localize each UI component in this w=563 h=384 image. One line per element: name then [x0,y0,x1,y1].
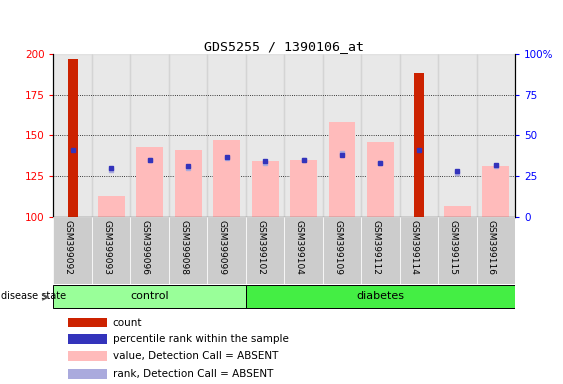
Bar [68,334,107,344]
Text: GSM399099: GSM399099 [218,220,226,275]
Text: GSM399096: GSM399096 [141,220,150,275]
Bar [482,166,510,217]
Text: diabetes: diabetes [356,291,404,301]
Title: GDS5255 / 1390106_at: GDS5255 / 1390106_at [204,40,364,53]
Bar [284,54,323,217]
Bar [207,54,246,217]
Bar [92,54,131,217]
Bar [131,54,169,217]
Bar [367,142,394,217]
Text: GSM399104: GSM399104 [294,220,303,275]
Text: GSM399109: GSM399109 [333,220,342,275]
Bar [246,285,515,308]
Bar [68,59,78,217]
Bar [92,217,131,284]
Bar [213,140,240,217]
Bar [175,150,202,217]
Bar [477,54,515,217]
Bar [323,217,361,284]
Text: disease state: disease state [1,291,66,301]
Bar [131,217,169,284]
Bar [252,162,279,217]
Bar [53,285,246,308]
Text: percentile rank within the sample: percentile rank within the sample [113,334,288,344]
Bar [246,54,284,217]
Bar [169,217,207,284]
Bar [361,54,400,217]
Bar [400,217,438,284]
Bar [400,54,438,217]
Text: GSM399092: GSM399092 [64,220,73,275]
Text: GSM399115: GSM399115 [449,220,457,275]
Bar [414,73,424,217]
Text: GSM399112: GSM399112 [372,220,381,275]
Bar [284,217,323,284]
Bar [53,217,92,284]
Text: control: control [131,291,169,301]
Text: GSM399114: GSM399114 [410,220,419,275]
Bar [68,351,107,361]
Text: rank, Detection Call = ABSENT: rank, Detection Call = ABSENT [113,369,273,379]
Bar [477,217,515,284]
Bar [361,217,400,284]
Bar [246,217,284,284]
Bar [438,54,477,217]
Text: GSM399116: GSM399116 [487,220,496,275]
Bar [53,54,92,217]
Bar [207,217,246,284]
Bar [290,160,317,217]
Bar [438,217,477,284]
Bar [68,369,107,379]
Text: GSM399093: GSM399093 [102,220,111,275]
Text: value, Detection Call = ABSENT: value, Detection Call = ABSENT [113,351,278,361]
Text: GSM399098: GSM399098 [179,220,188,275]
Bar [323,54,361,217]
Bar [169,54,207,217]
Bar [444,205,471,217]
Bar [68,318,107,328]
Text: count: count [113,318,142,328]
Bar [136,147,163,217]
Bar [98,196,124,217]
Bar [329,122,355,217]
Text: GSM399102: GSM399102 [256,220,265,275]
